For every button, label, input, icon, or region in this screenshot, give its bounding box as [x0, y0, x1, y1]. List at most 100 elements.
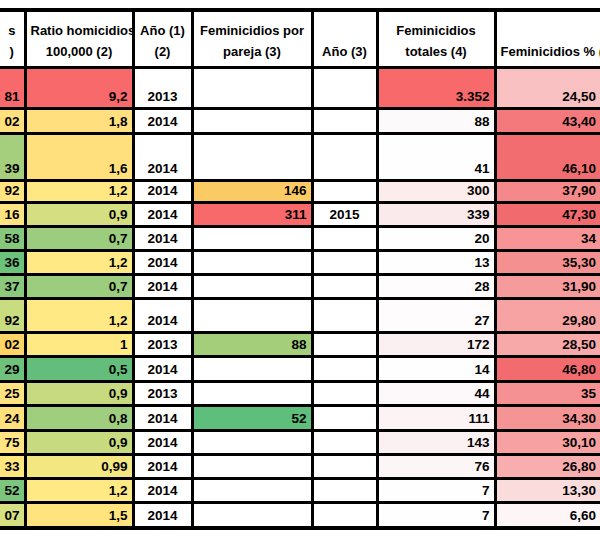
cell-ratio[interactable]: 0,9 [25, 430, 133, 454]
cell-pareja[interactable] [192, 274, 312, 298]
cell-pareja[interactable] [192, 356, 312, 381]
cell-pareja[interactable]: 88 [192, 332, 312, 356]
column-header-pareja[interactable]: Feminicidios porpareja (3) [192, 10, 312, 67]
cell-totales[interactable]: 44 [377, 381, 495, 405]
cell-ano3[interactable] [312, 356, 377, 381]
cell-totales[interactable]: 143 [377, 430, 495, 454]
cell-totales[interactable]: 300 [377, 180, 495, 202]
cell-ano3[interactable] [312, 274, 377, 298]
cell-pareja[interactable] [192, 133, 312, 180]
cell-ratio[interactable]: 0,7 [25, 274, 133, 298]
cell-pct[interactable]: 43,40 [495, 108, 600, 133]
cell-pct[interactable]: 35,30 [495, 250, 600, 274]
cell-homicidios[interactable]: 02 [0, 332, 25, 356]
cell-homicidios[interactable]: 36 [0, 250, 25, 274]
cell-ano3[interactable] [312, 430, 377, 454]
cell-ano3[interactable] [312, 502, 377, 528]
cell-ratio[interactable]: 0,7 [25, 226, 133, 250]
cell-pareja[interactable] [192, 381, 312, 405]
cell-ano3[interactable] [312, 478, 377, 502]
cell-ano1[interactable]: 2014 [133, 226, 192, 250]
cell-homicidios[interactable]: 92 [0, 180, 25, 202]
cell-pct[interactable]: 29,80 [495, 298, 600, 332]
cell-homicidios[interactable]: 58 [0, 226, 25, 250]
cell-homicidios[interactable]: 16 [0, 202, 25, 226]
cell-pareja[interactable] [192, 226, 312, 250]
cell-pareja[interactable] [192, 478, 312, 502]
cell-ratio[interactable]: 0,9 [25, 202, 133, 226]
cell-pct[interactable]: 6,60 [495, 502, 600, 528]
column-header-pct[interactable]: Feminicidios % (4 [495, 10, 600, 67]
cell-ano3[interactable] [312, 298, 377, 332]
cell-ano3[interactable] [312, 250, 377, 274]
cell-ano1[interactable]: 2014 [133, 202, 192, 226]
cell-ano1[interactable]: 2014 [133, 274, 192, 298]
cell-pct[interactable]: 34 [495, 226, 600, 250]
cell-ratio[interactable]: 1,2 [25, 478, 133, 502]
cell-ano1[interactable]: 2014 [133, 478, 192, 502]
cell-homicidios[interactable]: 33 [0, 454, 25, 478]
cell-ano1[interactable]: 2013 [133, 332, 192, 356]
cell-totales[interactable]: 27 [377, 298, 495, 332]
column-header-ano3[interactable]: Año (3) [312, 10, 377, 67]
cell-pct[interactable]: 47,30 [495, 202, 600, 226]
cell-ano1[interactable]: 2013 [133, 67, 192, 108]
cell-pareja[interactable]: 52 [192, 405, 312, 430]
cell-ano1[interactable]: 2014 [133, 454, 192, 478]
cell-pareja[interactable] [192, 430, 312, 454]
cell-ano1[interactable]: 2014 [133, 133, 192, 180]
cell-pareja[interactable] [192, 250, 312, 274]
cell-ano3[interactable] [312, 454, 377, 478]
cell-homicidios[interactable]: 24 [0, 405, 25, 430]
cell-ano1[interactable]: 2014 [133, 430, 192, 454]
cell-homicidios[interactable]: 02 [0, 108, 25, 133]
cell-ratio[interactable]: 0,5 [25, 356, 133, 381]
cell-ratio[interactable]: 1,2 [25, 250, 133, 274]
cell-ano1[interactable]: 2014 [133, 502, 192, 528]
cell-pareja[interactable]: 146 [192, 180, 312, 202]
cell-totales[interactable]: 88 [377, 108, 495, 133]
column-header-homicidios[interactable]: s) [0, 10, 25, 67]
cell-ratio[interactable]: 9,2 [25, 67, 133, 108]
cell-ratio[interactable]: 1,5 [25, 502, 133, 528]
cell-homicidios[interactable]: 39 [0, 133, 25, 180]
cell-ano1[interactable]: 2014 [133, 298, 192, 332]
cell-homicidios[interactable]: 25 [0, 381, 25, 405]
column-header-ratio[interactable]: Ratio homicidios100,000 (2) [25, 10, 133, 67]
cell-ano3[interactable] [312, 381, 377, 405]
cell-ano1[interactable]: 2014 [133, 405, 192, 430]
cell-ratio[interactable]: 0,99 [25, 454, 133, 478]
cell-pct[interactable]: 28,50 [495, 332, 600, 356]
cell-ano3[interactable] [312, 67, 377, 108]
cell-ratio[interactable]: 1,8 [25, 108, 133, 133]
cell-pct[interactable]: 37,90 [495, 180, 600, 202]
cell-pareja[interactable] [192, 108, 312, 133]
cell-totales[interactable]: 7 [377, 478, 495, 502]
cell-ratio[interactable]: 1,2 [25, 180, 133, 202]
cell-pct[interactable]: 13,30 [495, 478, 600, 502]
cell-ano1[interactable]: 2014 [133, 180, 192, 202]
cell-ano1[interactable]: 2013 [133, 381, 192, 405]
cell-homicidios[interactable]: 52 [0, 478, 25, 502]
cell-totales[interactable]: 339 [377, 202, 495, 226]
cell-homicidios[interactable]: 92 [0, 298, 25, 332]
cell-totales[interactable]: 20 [377, 226, 495, 250]
cell-pct[interactable]: 35 [495, 381, 600, 405]
cell-pct[interactable]: 46,10 [495, 133, 600, 180]
cell-ano3[interactable] [312, 133, 377, 180]
cell-totales[interactable]: 3.352 [377, 67, 495, 108]
cell-ano3[interactable] [312, 332, 377, 356]
cell-homicidios[interactable]: 37 [0, 274, 25, 298]
cell-totales[interactable]: 13 [377, 250, 495, 274]
cell-totales[interactable]: 14 [377, 356, 495, 381]
cell-totales[interactable]: 41 [377, 133, 495, 180]
cell-ano3[interactable] [312, 405, 377, 430]
cell-ano1[interactable]: 2014 [133, 108, 192, 133]
cell-pareja[interactable]: 311 [192, 202, 312, 226]
cell-ano3[interactable] [312, 108, 377, 133]
cell-totales[interactable]: 111 [377, 405, 495, 430]
cell-totales[interactable]: 172 [377, 332, 495, 356]
cell-totales[interactable]: 76 [377, 454, 495, 478]
cell-pct[interactable]: 31,90 [495, 274, 600, 298]
cell-ratio[interactable]: 1,6 [25, 133, 133, 180]
